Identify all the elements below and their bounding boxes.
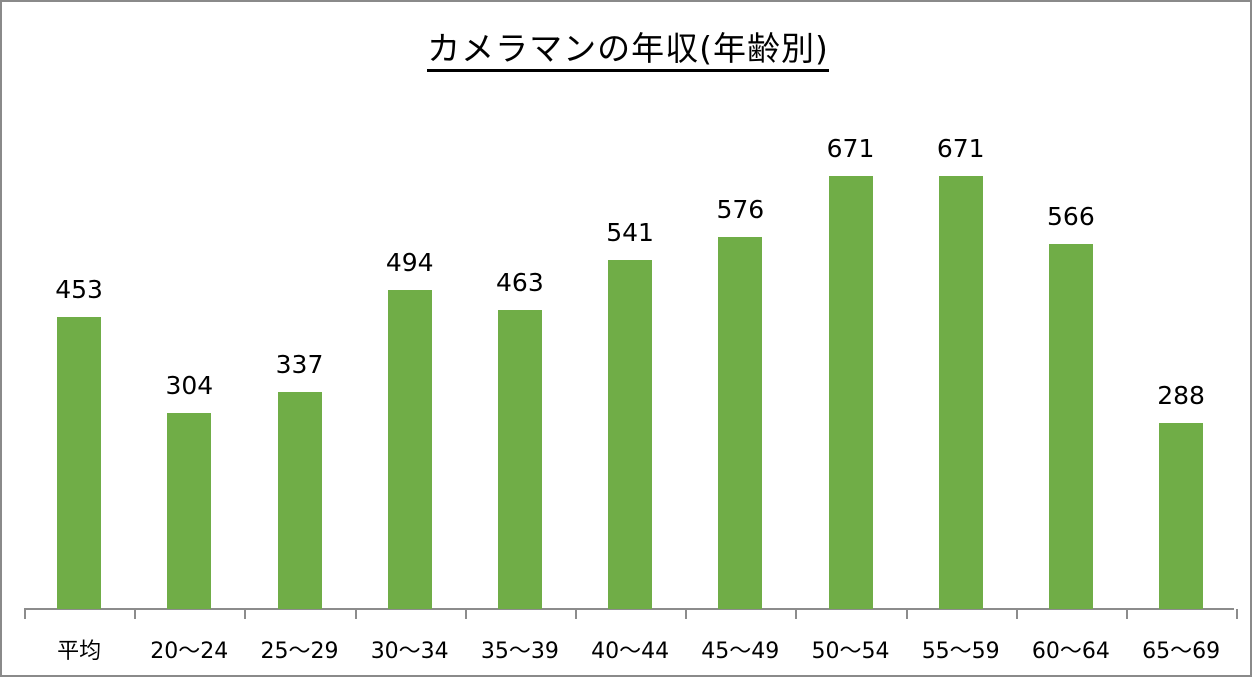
x-axis-tick	[1236, 609, 1239, 619]
bar	[167, 412, 212, 609]
x-axis-tick	[24, 609, 26, 619]
category-label: 30〜34	[370, 639, 449, 664]
category-label: 45〜49	[701, 639, 780, 664]
bar	[1048, 243, 1093, 609]
bar	[497, 310, 542, 609]
data-label: 494	[385, 248, 434, 278]
bar	[828, 176, 873, 609]
data-label: 566	[1047, 201, 1095, 231]
category-label: 55〜59	[921, 639, 1000, 664]
category-label: 50〜54	[811, 639, 890, 664]
x-axis-tick	[905, 609, 908, 619]
bar	[718, 237, 763, 609]
bar	[1159, 423, 1204, 609]
x-axis-tick	[1015, 609, 1018, 619]
bar	[387, 290, 432, 609]
data-label: 671	[826, 134, 875, 164]
category-label: 65〜69	[1142, 639, 1221, 664]
category-label: 平均	[57, 639, 102, 664]
data-label: 337	[275, 349, 324, 379]
bar	[57, 316, 102, 609]
data-label: 288	[1157, 381, 1205, 411]
chart-title: カメラマンの年収(年齢別)	[0, 22, 1256, 72]
category-label: 40〜44	[591, 639, 670, 664]
category-label: 60〜64	[1031, 639, 1110, 664]
x-axis-line	[24, 608, 1234, 610]
x-axis-tick	[1126, 609, 1128, 619]
x-axis-tick	[795, 609, 798, 619]
bar	[608, 260, 653, 609]
bar	[277, 391, 322, 609]
x-axis-tick	[685, 609, 688, 619]
data-label: 453	[55, 274, 103, 304]
category-label: 20〜24	[150, 639, 229, 664]
x-axis-tick	[354, 609, 357, 619]
category-label: 25〜29	[260, 639, 339, 664]
data-label: 576	[716, 195, 765, 225]
x-axis-tick	[464, 609, 467, 619]
data-label: 671	[936, 134, 985, 164]
bar	[938, 176, 983, 609]
data-label: 541	[606, 218, 654, 248]
data-label: 304	[165, 370, 214, 400]
chart-title-text: カメラマンの年収(年齢別)	[427, 29, 829, 72]
x-axis-tick	[575, 609, 577, 619]
data-label: 463	[496, 268, 544, 298]
x-axis-tick	[134, 609, 137, 619]
category-label: 35〜39	[480, 639, 559, 664]
x-axis-tick	[244, 609, 247, 619]
